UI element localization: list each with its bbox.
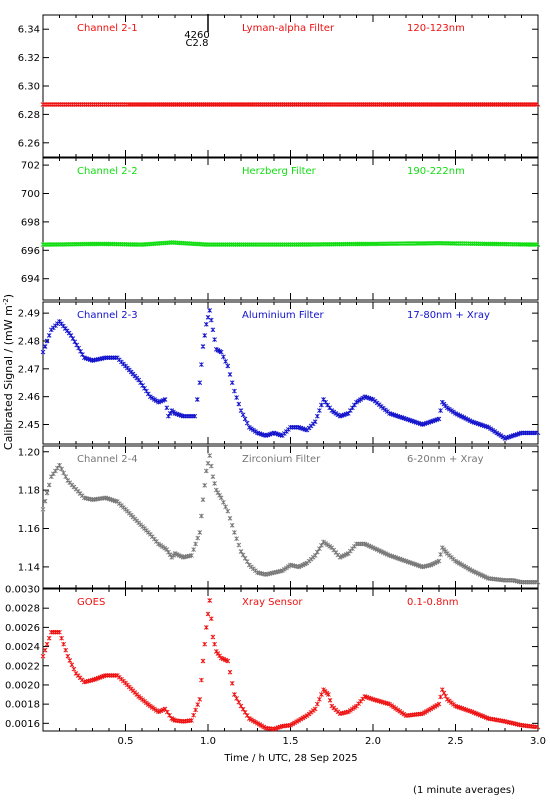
y-tick-label: 6.30 xyxy=(18,82,40,93)
y-tick-label: 1.14 xyxy=(18,562,40,573)
panel-title-right: 17-80nm + Xray xyxy=(407,310,490,321)
panel-title-left: Channel 2-2 xyxy=(77,166,138,177)
panel-title-left: Channel 2-4 xyxy=(77,454,138,465)
y-tick-label: 0.0030 xyxy=(5,585,40,596)
footnote: (1 minute averages) xyxy=(413,785,515,796)
x-tick-label: 1.0 xyxy=(200,736,216,747)
y-tick-label: 696 xyxy=(21,246,40,257)
y-tick-label: 2.45 xyxy=(18,420,40,431)
panel-title-left: GOES xyxy=(77,597,105,608)
y-tick-label: 0.0022 xyxy=(5,661,40,672)
y-tick-label: 2.47 xyxy=(18,364,40,375)
panel-title-mid: Zirconium Filter xyxy=(242,454,321,465)
panel-title-mid: Lyman-alpha Filter xyxy=(242,23,335,34)
y-tick-label: 1.16 xyxy=(18,524,40,535)
x-tick-label: 1.5 xyxy=(283,736,299,747)
panel-title-right: 0.1-0.8nm xyxy=(407,597,459,608)
y-axis-label-end: ) xyxy=(2,294,15,298)
y-tick-label: 2.48 xyxy=(18,336,40,347)
y-tick-label: 1.18 xyxy=(18,486,40,497)
panel-title-mid: Herzberg Filter xyxy=(242,166,317,177)
panel-3: 2.45 2.46 2.47 2.48 2.49 Channel 2-3 Aluminium… xyxy=(18,301,541,445)
y-tick-label: 0.0020 xyxy=(5,680,40,691)
y-axis-label-main: Calibrated Signal / (mW m xyxy=(2,305,15,450)
x-tick-label: 2.0 xyxy=(365,736,381,747)
y-tick-label: 2.46 xyxy=(18,392,40,403)
x-tick-label: 0.5 xyxy=(118,736,134,747)
data-series xyxy=(40,308,541,441)
y-tick-label: 6.28 xyxy=(18,110,40,121)
panel-frame xyxy=(42,14,539,158)
y-tick-label: 0.0024 xyxy=(5,642,40,653)
panel-title-mid: Xray Sensor xyxy=(242,597,303,608)
panel-frame xyxy=(42,157,539,301)
panel-title-mid: Aluminium Filter xyxy=(242,310,325,321)
y-tick-label: 2.49 xyxy=(18,309,40,320)
data-series xyxy=(40,240,541,247)
data-series xyxy=(40,453,541,585)
panel-title-left: Channel 2-1 xyxy=(77,23,138,34)
y-axis-label-sup: -2 xyxy=(2,298,10,305)
panel-5: 0.0016 0.0018 0.0020 0.0022 0.0024 0.0026 0.00… xyxy=(5,585,546,748)
y-tick-label: 0.0026 xyxy=(5,623,40,634)
y-tick-label: 0.0016 xyxy=(5,719,40,730)
annotation-top: 4260 xyxy=(184,30,209,41)
y-tick-label: 1.20 xyxy=(18,447,40,458)
y-tick-label: 694 xyxy=(21,274,40,285)
panel-title-left: Channel 2-3 xyxy=(77,310,138,321)
y-tick-label: 698 xyxy=(21,217,40,228)
data-series xyxy=(40,598,541,732)
y-axis-label: Calibrated Signal / (mW m-2) xyxy=(2,294,15,450)
y-tick-label: 6.34 xyxy=(18,25,40,36)
x-tick-label: 2.5 xyxy=(448,736,464,747)
y-tick-label: 6.32 xyxy=(18,53,40,64)
y-tick-label: 0.0028 xyxy=(5,604,40,615)
panels-group: 6.26 6.28 6.30 6.32 6.34 Channel 2-1 Lyman-alp… xyxy=(5,14,546,748)
panel-title-right: 190-222nm xyxy=(407,166,465,177)
panel-2: 694 696 698 700 702 Channel 2-2 Herzberg Filte… xyxy=(21,157,541,301)
panel-title-right: 6-20nm + Xray xyxy=(407,454,484,465)
y-tick-label: 700 xyxy=(21,189,40,200)
panel-title-right: 120-123nm xyxy=(407,23,465,34)
panel-1: 6.26 6.28 6.30 6.32 6.34 Channel 2-1 Lyman-alp… xyxy=(18,14,541,158)
x-tick-label: 3.0 xyxy=(530,736,546,747)
y-tick-label: 6.26 xyxy=(18,138,40,149)
y-tick-label: 702 xyxy=(21,161,40,172)
annotation-bottom: C2.8 xyxy=(186,38,209,49)
data-series xyxy=(40,102,541,107)
y-tick-label: 0.0018 xyxy=(5,700,40,711)
x-axis-label: Time / h UTC, 28 Sep 2025 xyxy=(223,753,357,764)
panel-frame xyxy=(42,301,539,445)
panel-4: 1.14 1.16 1.18 1.20 Channel 2-4 Zirconium Fil… xyxy=(18,445,541,589)
